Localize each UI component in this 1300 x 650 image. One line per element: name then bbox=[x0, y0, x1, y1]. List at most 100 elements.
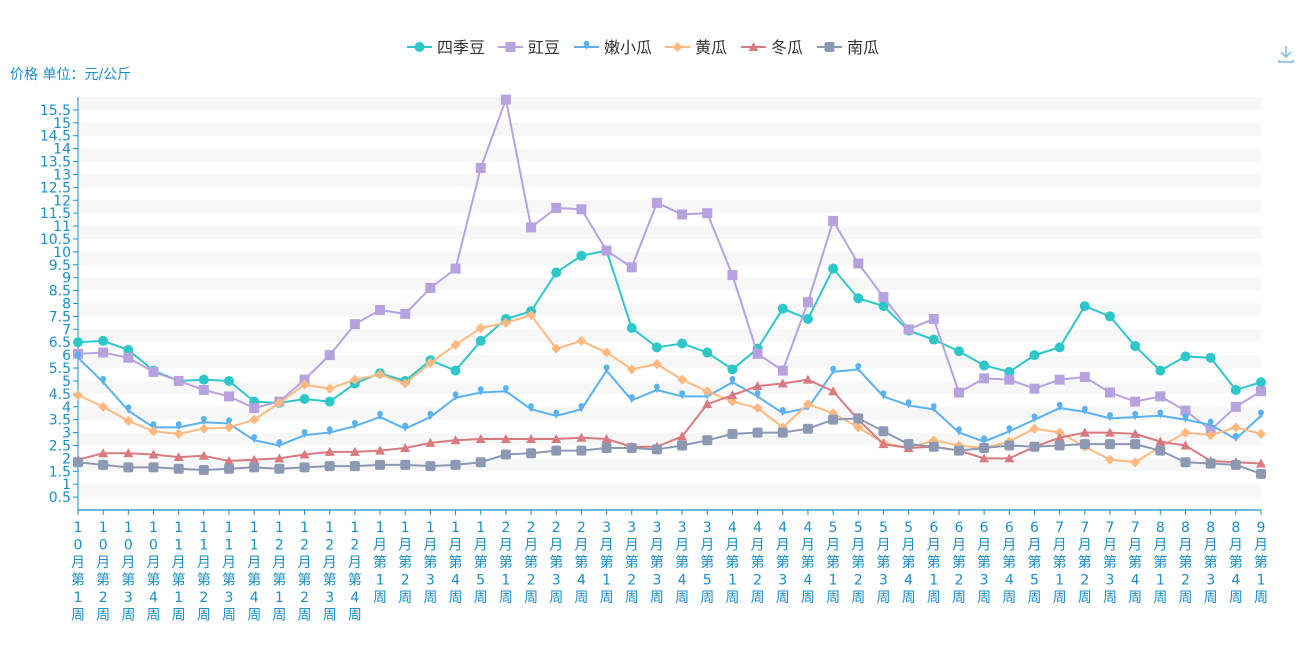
data-point bbox=[1180, 405, 1191, 416]
data-point bbox=[1155, 436, 1166, 446]
data-point bbox=[427, 410, 434, 421]
grid-band bbox=[78, 329, 1261, 343]
data-point bbox=[502, 385, 509, 395]
data-point bbox=[953, 387, 964, 398]
data-point bbox=[979, 360, 990, 371]
data-point bbox=[324, 383, 335, 394]
data-point bbox=[324, 350, 335, 361]
grid-band bbox=[78, 355, 1261, 369]
legend-label: 嫩小瓜 bbox=[604, 38, 652, 57]
data-point bbox=[198, 450, 209, 460]
data-point bbox=[1232, 432, 1239, 443]
data-point bbox=[1132, 410, 1139, 421]
y-tick-label: 3 bbox=[62, 426, 71, 442]
data-point bbox=[777, 303, 788, 314]
data-point bbox=[677, 440, 688, 451]
data-point bbox=[1180, 351, 1191, 362]
data-point bbox=[1180, 427, 1191, 438]
x-tick-label: 6 月第 4 周 bbox=[1002, 520, 1016, 606]
data-point bbox=[400, 308, 411, 319]
y-tick-label: 8 bbox=[62, 297, 71, 313]
data-point bbox=[802, 399, 813, 410]
data-point bbox=[123, 352, 134, 363]
x-tick-label: 1 0 月第 4 周 bbox=[147, 520, 161, 624]
data-point bbox=[251, 434, 258, 444]
x-tick-label: 1 0 月第 1 周 bbox=[71, 520, 85, 624]
data-point bbox=[274, 397, 285, 408]
download-icon[interactable] bbox=[1276, 44, 1296, 64]
legend-item-3[interactable]: 黄瓜 bbox=[665, 38, 727, 57]
y-tick-label: 1 bbox=[62, 477, 71, 493]
y-tick-label: 10 bbox=[53, 245, 71, 261]
data-point bbox=[175, 421, 182, 431]
data-point bbox=[299, 462, 310, 473]
x-tick-label: 6 月第 5 周 bbox=[1027, 520, 1041, 606]
legend-item-1[interactable]: 豇豆 bbox=[498, 38, 560, 57]
data-point bbox=[400, 378, 411, 389]
data-point bbox=[98, 401, 109, 412]
grid-band bbox=[78, 174, 1261, 188]
data-point bbox=[1130, 457, 1141, 468]
y-tick-label: 9 bbox=[62, 271, 71, 287]
x-tick-label: 1 月第 4 周 bbox=[449, 520, 463, 606]
data-point bbox=[1205, 352, 1216, 363]
x-tick-label: 1 0 月第 2 周 bbox=[96, 520, 110, 624]
data-point bbox=[299, 449, 310, 459]
data-point bbox=[1230, 459, 1241, 470]
data-point bbox=[727, 270, 738, 281]
data-point bbox=[752, 348, 763, 359]
data-point bbox=[802, 423, 813, 434]
data-point bbox=[1130, 428, 1141, 438]
x-tick-label: 6 月第 3 周 bbox=[977, 520, 991, 606]
data-point bbox=[956, 426, 962, 436]
data-point bbox=[226, 417, 232, 427]
data-point bbox=[855, 363, 862, 373]
data-point bbox=[198, 423, 209, 434]
data-point bbox=[123, 462, 134, 473]
data-point bbox=[349, 374, 360, 385]
legend-item-2[interactable]: 嫩小瓜 bbox=[574, 38, 652, 57]
grid-band bbox=[78, 213, 1261, 227]
legend-label: 冬瓜 bbox=[771, 38, 803, 57]
data-point bbox=[375, 459, 386, 470]
legend-item-4[interactable]: 冬瓜 bbox=[741, 38, 803, 57]
data-point bbox=[528, 403, 534, 413]
data-point bbox=[1004, 366, 1015, 377]
data-point bbox=[828, 215, 839, 226]
data-point bbox=[1107, 412, 1113, 422]
data-point bbox=[526, 310, 537, 321]
grid-band bbox=[78, 471, 1261, 485]
data-point bbox=[727, 428, 738, 439]
grid-band bbox=[78, 497, 1261, 510]
grid-band bbox=[78, 122, 1261, 136]
data-point bbox=[475, 457, 486, 468]
y-tick-label: 6.5 bbox=[49, 335, 71, 351]
data-point bbox=[576, 335, 587, 346]
x-tick-label: 2 月第 4 周 bbox=[574, 520, 588, 606]
series-0 bbox=[73, 245, 1266, 408]
data-point bbox=[752, 403, 763, 414]
y-tick-label: 13 bbox=[53, 167, 71, 183]
data-point bbox=[651, 197, 662, 208]
grid-band bbox=[78, 484, 1261, 498]
data-point bbox=[828, 414, 839, 425]
data-point bbox=[125, 404, 132, 414]
data-point bbox=[477, 386, 484, 396]
data-point bbox=[1182, 413, 1189, 423]
data-point bbox=[853, 258, 864, 269]
data-point bbox=[1004, 453, 1015, 463]
x-tick-label: 1 0 月第 3 周 bbox=[121, 520, 135, 624]
legend-label: 豇豆 bbox=[528, 38, 560, 57]
x-tick-label: 1 月第 5 周 bbox=[474, 520, 488, 606]
legend-item-0[interactable]: 四季豆 bbox=[407, 38, 485, 57]
legend-item-5[interactable]: 南瓜 bbox=[817, 38, 879, 57]
data-point bbox=[1054, 342, 1065, 353]
x-tick-label: 5 月第 2 周 bbox=[851, 520, 865, 606]
data-point bbox=[651, 444, 662, 455]
x-tick-label: 1 1 月第 4 周 bbox=[247, 520, 261, 624]
x-tick-label: 1 月第 2 周 bbox=[398, 520, 412, 606]
y-tick-label: 8.5 bbox=[49, 284, 71, 300]
grid-band bbox=[78, 238, 1261, 252]
series-5 bbox=[73, 413, 1266, 479]
x-tick-label: 3 月第 2 周 bbox=[625, 520, 639, 606]
